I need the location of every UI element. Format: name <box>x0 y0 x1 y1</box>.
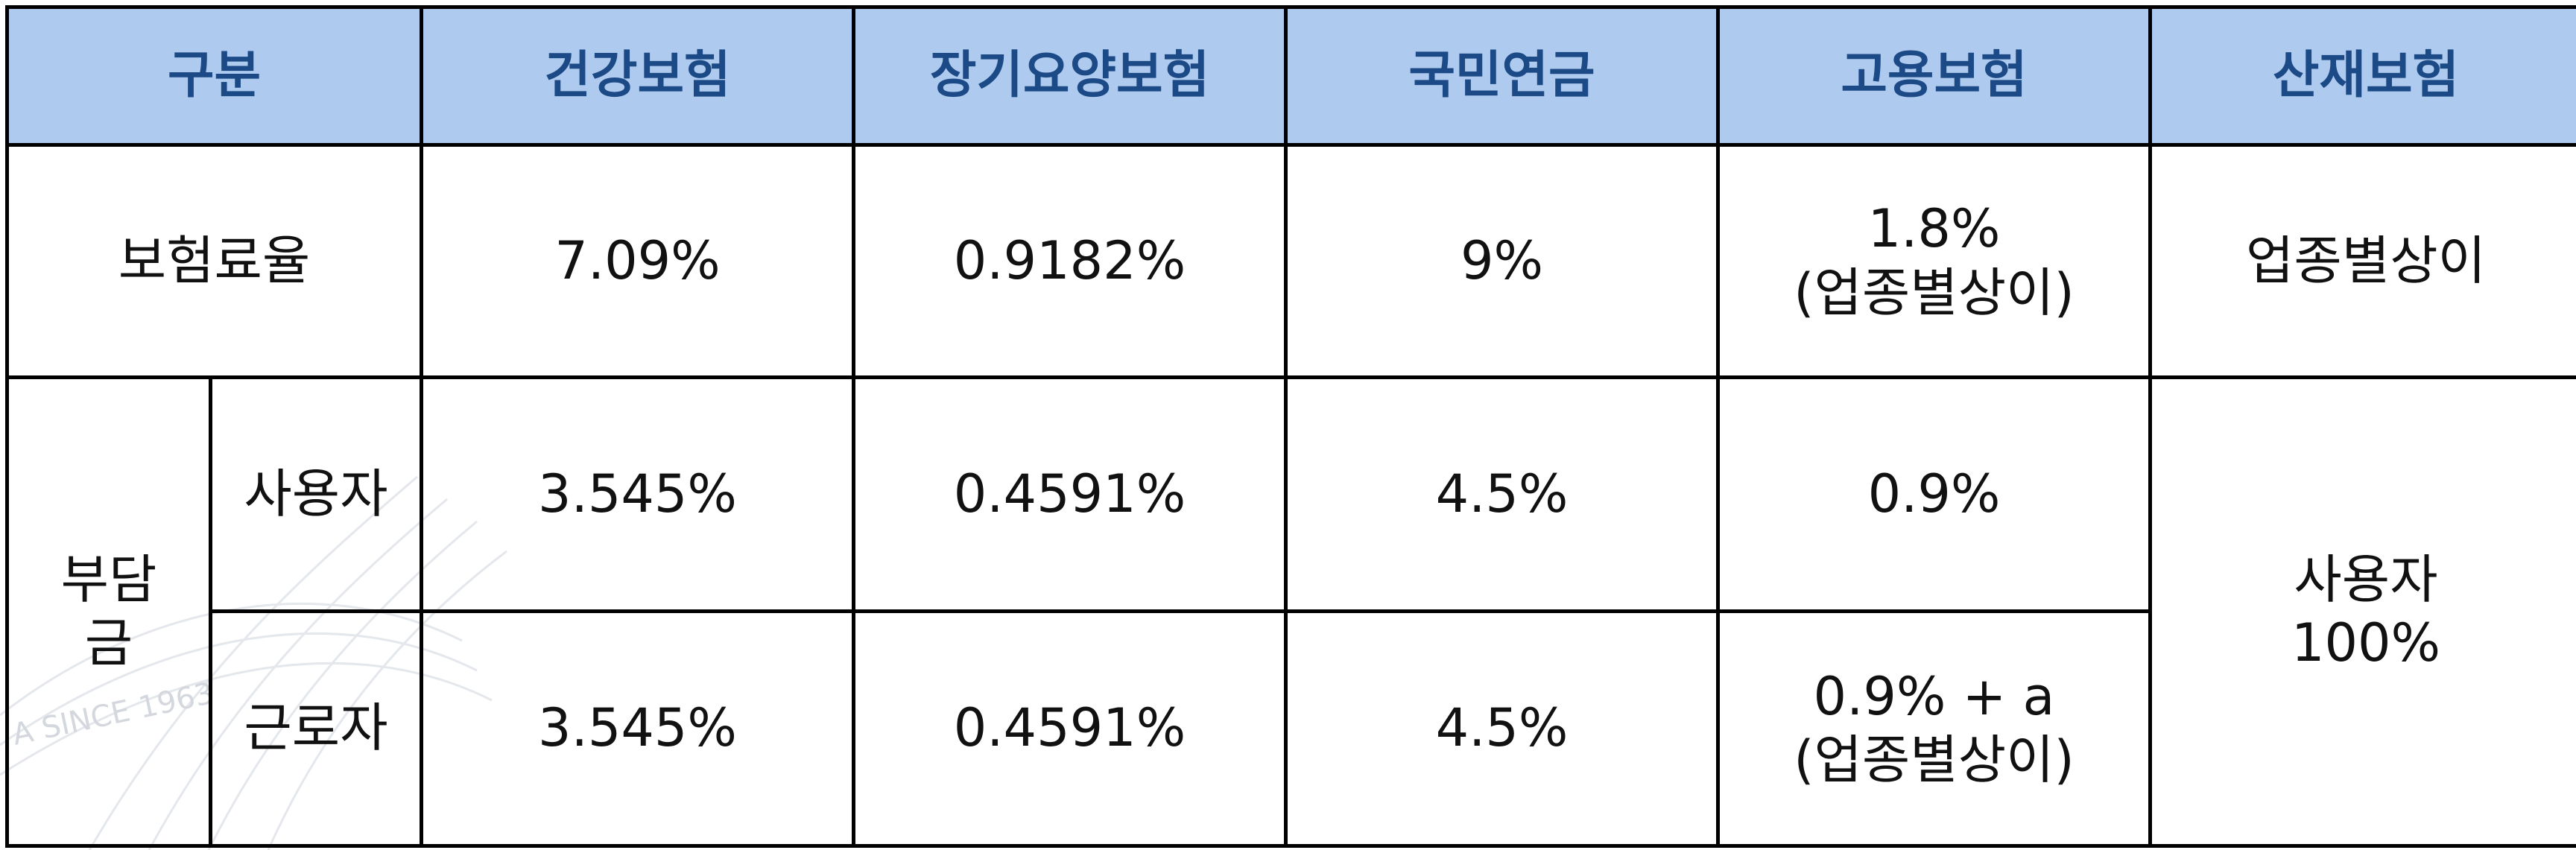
worker-longterm-care: 0.4591% <box>852 609 1288 848</box>
employer-row: 부담 금 사용자 3.545% 0.4591% 4.5% 0.9% 사용자 10… <box>5 375 2576 848</box>
rate-employment: 1.8% (업종별상이) <box>1716 143 2152 379</box>
rate-employment-note: (업종별상이) <box>1794 261 2075 323</box>
rate-label: 보험료율 <box>5 143 423 379</box>
worker-label: 근로자 <box>209 609 423 848</box>
header-pension: 국민연금 <box>1284 5 1720 147</box>
insurance-rate-table: 구분 건강보험 장기요양보험 국민연금 고용보험 산재보험 보험료율 7.09%… <box>5 5 2576 848</box>
burden-label: 부담 금 <box>5 375 212 848</box>
burden-industrial-line1: 사용자 <box>2294 548 2438 610</box>
worker-employment-value: 0.9% + a <box>1813 665 2055 727</box>
rate-employment-value: 1.8% <box>1867 198 2001 260</box>
worker-employment-note: (업종별상이) <box>1794 729 2075 790</box>
rate-industrial: 업종별상이 <box>2148 143 2576 379</box>
worker-pension: 4.5% <box>1284 609 1720 848</box>
rate-row: 보험료율 7.09% 0.9182% 9% 1.8% (업종별상이) 업종별상이 <box>5 143 2576 379</box>
header-industrial: 산재보험 <box>2148 5 2576 147</box>
worker-row: 근로자 3.545% 0.4591% 4.5% 0.9% + a (업종별상이) <box>7 609 2576 848</box>
header-category: 구분 <box>5 5 423 147</box>
header-health: 건강보험 <box>420 5 855 147</box>
employer-longterm-care: 0.4591% <box>852 375 1288 613</box>
header-longterm-care: 장기요양보험 <box>852 5 1288 147</box>
rate-longterm-care: 0.9182% <box>852 143 1288 379</box>
header-employment: 고용보험 <box>1716 5 2152 147</box>
worker-health: 3.545% <box>420 609 855 848</box>
burden-label-line2: 금 <box>84 612 133 673</box>
worker-employment: 0.9% + a (업종별상이) <box>1716 609 2152 848</box>
employer-employment: 0.9% <box>1716 375 2152 613</box>
burden-label-line1: 부담 <box>60 548 157 610</box>
employer-pension: 4.5% <box>1284 375 1720 613</box>
header-row: 구분 건강보험 장기요양보험 국민연금 고용보험 산재보험 <box>5 5 2576 147</box>
burden-industrial-line2: 100% <box>2291 612 2441 673</box>
burden-industrial: 사용자 100% <box>2148 375 2576 848</box>
rate-health: 7.09% <box>420 143 855 379</box>
rate-pension: 9% <box>1284 143 1720 379</box>
employer-health: 3.545% <box>420 375 855 613</box>
employer-label: 사용자 <box>209 375 423 613</box>
